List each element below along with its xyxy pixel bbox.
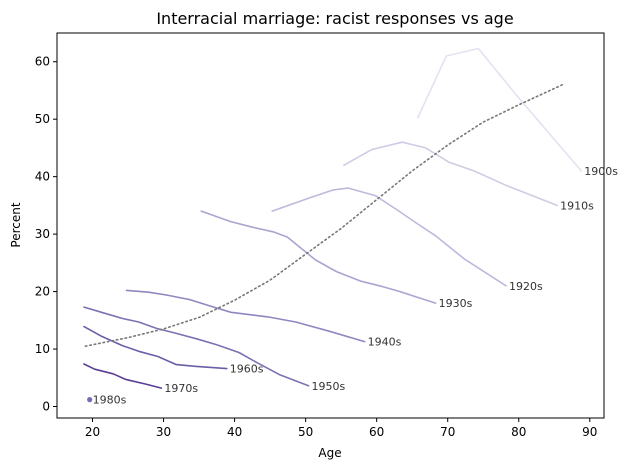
series-label-1970s: 1970s <box>164 382 198 395</box>
series-label-1910s: 1910s <box>560 199 594 212</box>
trend-line <box>84 82 566 348</box>
series-line-1920s <box>271 187 507 287</box>
y-tick-label: 30 <box>35 227 50 241</box>
series-line-1930s <box>200 210 437 304</box>
x-tick-label: 40 <box>227 425 242 439</box>
y-tick-label: 10 <box>35 342 50 356</box>
y-tick-label: 60 <box>35 55 50 69</box>
x-tick-label: 50 <box>298 425 313 439</box>
x-tick-label: 60 <box>369 425 384 439</box>
series-point-1980s <box>87 397 93 403</box>
series-label-1940s: 1940s <box>368 336 402 349</box>
series-label-1930s: 1930s <box>439 297 473 310</box>
series-label-1920s: 1920s <box>509 280 543 293</box>
series-label-1950s: 1950s <box>311 380 345 393</box>
y-tick-label: 40 <box>35 170 50 184</box>
series-line-1950s <box>83 306 310 387</box>
series-line-1940s <box>125 289 366 343</box>
plot-frame <box>56 32 605 419</box>
series-label-1900s: 1900s <box>584 165 618 178</box>
series-line-1970s <box>83 363 163 389</box>
x-axis-label: Age <box>318 446 341 460</box>
plot-area: 20 30 40 50 60 70 80 90 0 10 20 30 40 50 60 1900s 1910s 1… <box>35 32 618 439</box>
x-tick-label: 90 <box>582 425 597 439</box>
series-label-1960s: 1960s <box>230 363 264 376</box>
y-tick-label: 20 <box>35 285 50 299</box>
x-tick-label: 30 <box>156 425 171 439</box>
chart-title: Interracial marriage: racist responses v… <box>156 9 513 28</box>
series-label-1980s: 1980s <box>93 394 127 407</box>
y-tick-label: 0 <box>42 400 50 414</box>
y-tick-label: 50 <box>35 112 50 126</box>
x-tick-label: 70 <box>440 425 455 439</box>
series-line-1900s <box>417 47 583 172</box>
x-tick-label: 20 <box>85 425 100 439</box>
y-axis-label: Percent <box>9 202 23 247</box>
series-line-1960s <box>83 325 228 370</box>
x-tick-label: 80 <box>511 425 526 439</box>
series-line-1910s <box>343 141 558 207</box>
